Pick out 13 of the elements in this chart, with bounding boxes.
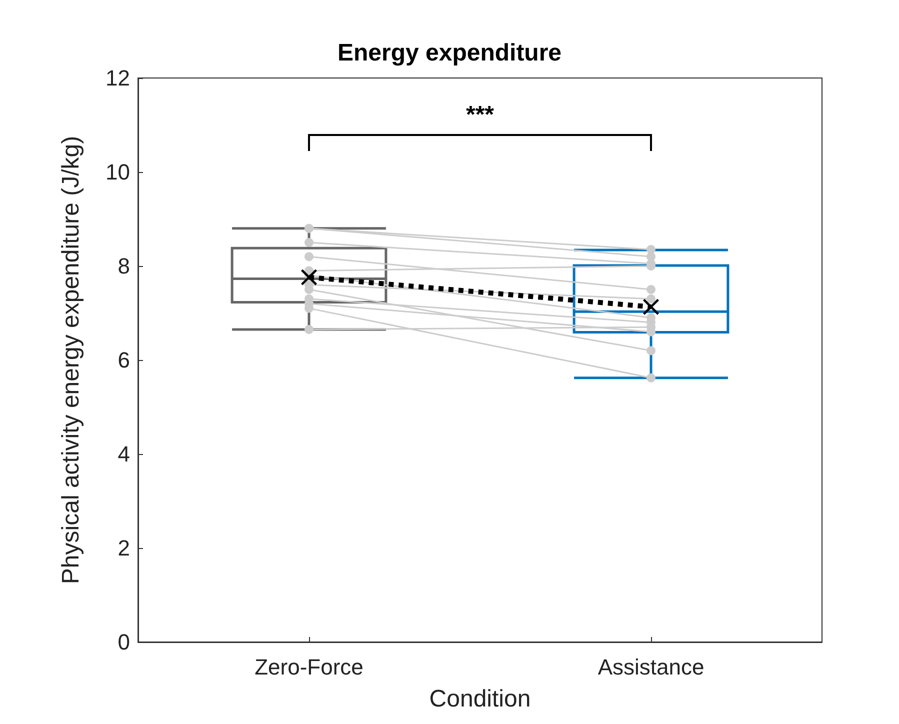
y-tick-label: 4 xyxy=(118,442,130,466)
x-axis-title: Condition xyxy=(429,686,531,712)
y-tick-label: 10 xyxy=(106,160,130,184)
y-tick-label: 12 xyxy=(106,66,130,90)
x-tick-label: Assistance xyxy=(598,654,704,680)
y-tick-label: 0 xyxy=(118,630,130,654)
y-tick-label: 8 xyxy=(118,254,130,278)
y-tick-label: 6 xyxy=(118,348,130,372)
x-tick-label: Zero-Force xyxy=(254,654,364,680)
y-axis-title: Physical activity energy expenditure (J/kg) xyxy=(58,136,84,584)
y-tick-label: 2 xyxy=(118,536,130,560)
annotation: *** xyxy=(466,102,495,128)
chart-title: Energy expenditure xyxy=(337,40,562,66)
